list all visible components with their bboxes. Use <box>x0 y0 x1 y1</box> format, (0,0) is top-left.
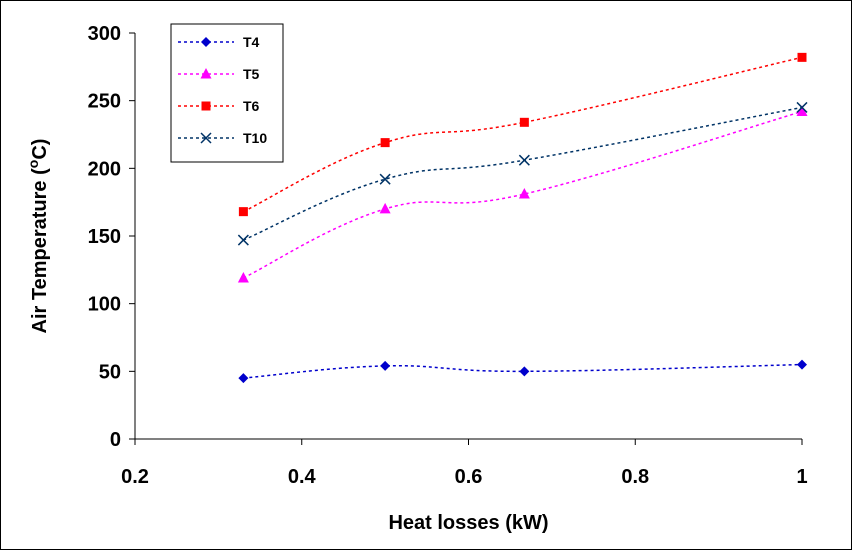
legend-label-t6: T6 <box>243 98 260 114</box>
x-tick-label: 0.8 <box>621 466 649 488</box>
legend-label-t10: T10 <box>243 130 267 146</box>
data-point-t4 <box>797 359 807 370</box>
data-point-t10 <box>379 173 391 185</box>
series-t5 <box>237 105 808 283</box>
data-point-t5 <box>518 188 530 199</box>
legend: T4 T5 T6 T10 <box>170 23 284 163</box>
y-tick-label: 150 <box>88 226 121 248</box>
y-tick-label: 300 <box>88 23 121 45</box>
legend-item-t6: T6 <box>178 98 260 114</box>
data-point-t5 <box>237 271 249 283</box>
data-point-t6 <box>380 138 390 148</box>
y-tick-label: 50 <box>99 361 121 383</box>
series-t4 <box>238 359 807 384</box>
legend-label-t5: T5 <box>243 66 260 82</box>
x-tick-label: 0.4 <box>288 466 317 488</box>
data-point-t6 <box>519 117 529 127</box>
legend-box <box>170 23 284 163</box>
data-point-t10 <box>518 154 530 166</box>
legend-label-t4: T4 <box>243 34 260 50</box>
series-t10 <box>237 101 808 246</box>
x-axis-title: Heat losses (kW) <box>388 512 548 534</box>
y-axis-title: Air Temperature (oC) <box>25 139 51 334</box>
y-axis-title-end: C) <box>29 139 51 160</box>
data-point-t5 <box>796 105 808 116</box>
data-point-t4 <box>380 360 391 371</box>
data-point-t5 <box>379 202 391 214</box>
legend-item-t10: T10 <box>178 130 267 146</box>
data-point-t10 <box>796 101 808 113</box>
legend-marker-t6 <box>201 101 211 111</box>
legend-marker-t10 <box>200 132 212 144</box>
y-tick-label: 100 <box>88 294 121 316</box>
legend-item-t5: T5 <box>178 66 260 82</box>
x-tick-label: 0.6 <box>455 466 483 488</box>
legend-item-t4: T4 <box>178 34 260 50</box>
y-axis-title-main: Air Temperature ( <box>29 168 51 334</box>
series-t6 <box>238 52 807 217</box>
legend-marker-t5 <box>200 68 212 79</box>
data-point-t4 <box>238 373 249 384</box>
data-point-t4 <box>519 366 530 377</box>
data-point-t6 <box>797 52 807 62</box>
series-line-t4 <box>243 363 803 379</box>
series-layer <box>237 52 808 384</box>
y-axis-title-superscript: o <box>25 160 41 169</box>
legend-marker-t4 <box>201 37 211 47</box>
series-line-t5 <box>243 110 803 279</box>
y-tick-label: 200 <box>88 158 121 180</box>
y-tick-label: 250 <box>88 91 121 113</box>
data-point-t6 <box>238 207 248 217</box>
series-line-t6 <box>243 56 803 213</box>
y-tick-label: 0 <box>110 429 121 451</box>
x-tick-label: 1 <box>796 466 807 488</box>
axes: 0 50 100 150 200 250 300 0.2 0.4 0.6 0.8 1 <box>88 23 808 488</box>
x-tick-label: 0.2 <box>121 466 149 488</box>
series-line-t10 <box>243 106 803 241</box>
data-point-t10 <box>237 234 249 246</box>
